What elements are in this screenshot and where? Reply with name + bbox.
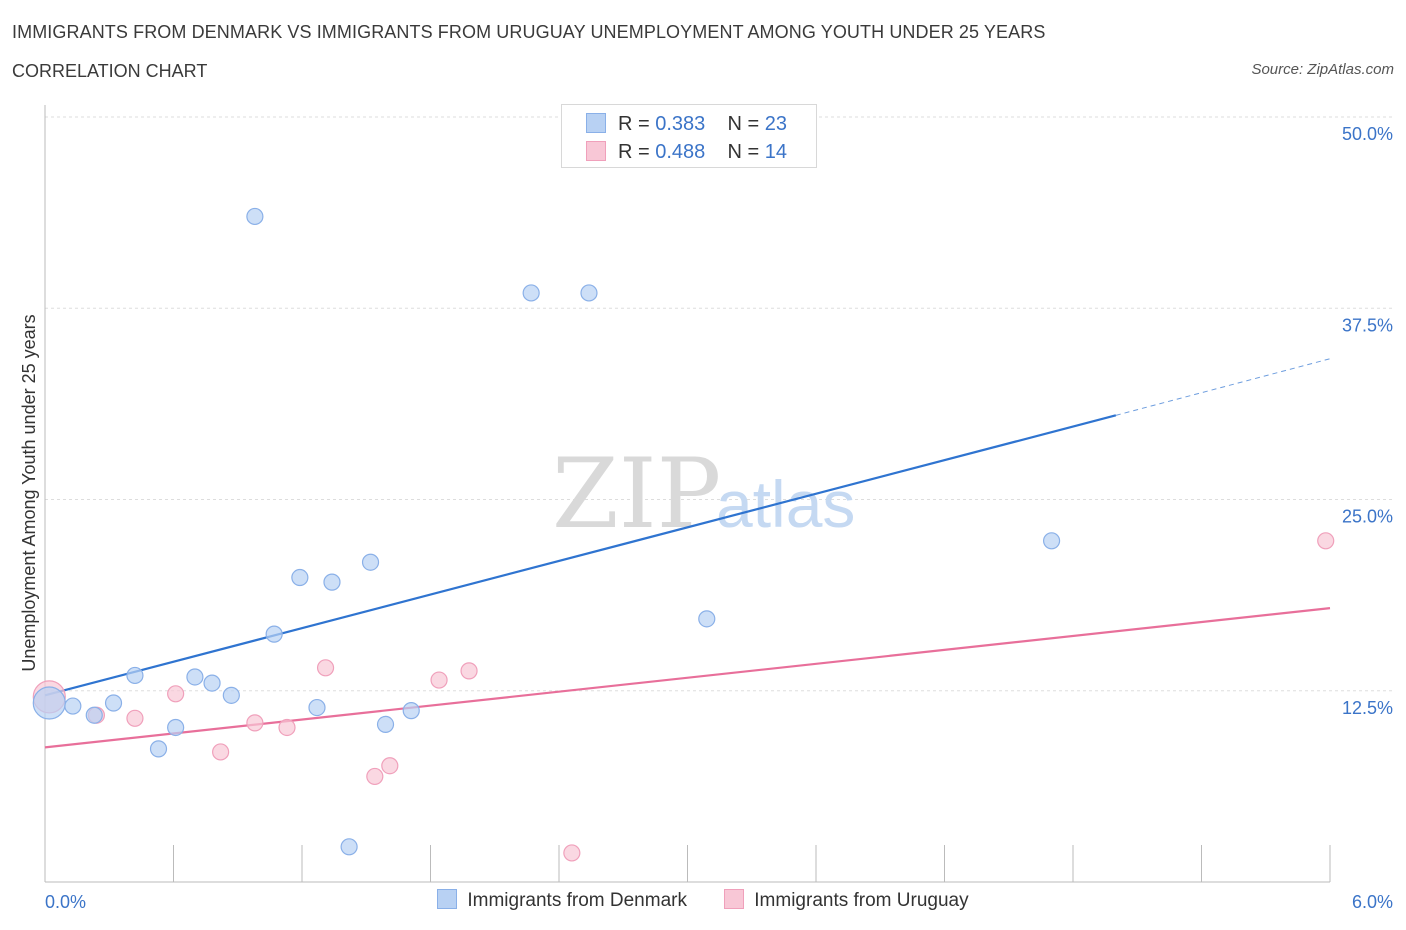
point-denmark [104,694,123,712]
watermark-zip: ZIP [552,438,721,550]
point-uruguay [278,718,296,737]
point-denmark [203,674,221,692]
legend-item-denmark[interactable]: Immigrants from Denmark [437,889,687,912]
point-denmark [580,284,598,302]
point-denmark [698,610,716,628]
y-tick-label: 37.5% [1342,315,1393,335]
point-denmark [291,568,309,587]
point-denmark [186,668,204,686]
trendline-extension-denmark [1115,358,1331,416]
source-credit: Source: ZipAtlas.com [1251,61,1394,78]
legend-r-label: R = [618,113,650,135]
legend-n-value-uruguay: 14 [764,141,788,163]
point-uruguay [366,767,384,786]
point-denmark [167,718,185,737]
legend-swatch-uruguay [586,141,606,161]
point-uruguay [316,659,335,677]
legend-item-uruguay[interactable]: Immigrants from Uruguay [724,889,969,912]
point-denmark [85,706,103,724]
point-denmark [340,838,358,856]
legend-r-value-uruguay: 0.488 [655,141,706,163]
axes-layer [44,105,1331,883]
point-uruguay [430,671,448,689]
legend-n-value-denmark: 23 [764,113,788,135]
legend-label-uruguay: Immigrants from Uruguay [754,890,969,911]
point-denmark [402,702,420,720]
watermark: ZIP atlas [552,438,855,550]
y-tick-label: 12.5% [1342,698,1393,718]
legend-n-label: N = [727,141,760,163]
point-uruguay [246,714,264,732]
legend-r-value-denmark: 0.383 [655,113,706,135]
y-tick-label: 50.0% [1342,124,1393,144]
correlation-legend: R = 0.383 N = 23 R = 0.488 N = 14 [561,104,817,168]
chart-subtitle: CORRELATION CHART [12,61,208,81]
legend-row-denmark: R = 0.383 N = 23 [586,113,787,135]
legend-n-label: N = [727,113,760,135]
point-uruguay [460,662,478,680]
trendline-uruguay [44,607,1331,749]
point-uruguay [212,743,230,761]
point-denmark [522,284,540,302]
watermark-atlas: atlas [716,467,855,541]
legend-swatch-denmark [586,113,606,133]
point-uruguay [126,709,144,727]
legend-label-denmark: Immigrants from Denmark [467,890,687,911]
point-denmark [361,553,380,571]
point-denmark [376,715,395,734]
point-denmark [1042,532,1061,550]
grid-layer [45,116,1395,692]
y-tick-label: 25.0% [1342,507,1393,527]
point-denmark [149,740,168,758]
trendline-denmark [44,414,1117,697]
point-denmark [32,686,66,720]
point-uruguay [381,757,399,775]
x-tick-label: 6.0% [1352,892,1393,912]
point-uruguay [563,844,581,862]
point-uruguay [167,685,185,703]
points-layer [32,207,1335,862]
series-legend: Immigrants from Denmark Immigrants from … [0,889,1406,912]
y-axis-label: Unemployment Among Youth under 25 years [19,314,39,671]
labels-layer: 12.5% 25.0% 37.5% 50.0% 0.0% 6.0% [45,124,1393,912]
point-denmark [323,573,341,591]
chart-title: IMMIGRANTS FROM DENMARK VS IMMIGRANTS FR… [12,22,1046,42]
point-denmark [308,698,326,717]
legend-r-label: R = [618,141,650,163]
legend-swatch-uruguay [724,889,745,909]
point-denmark [246,207,264,226]
legend-row-uruguay: R = 0.488 N = 14 [586,141,787,163]
point-uruguay [1317,532,1335,550]
point-denmark [265,625,283,643]
point-denmark [64,697,82,715]
trend-layer [44,358,1331,749]
x-tick-label: 0.0% [45,892,86,912]
point-denmark [126,666,144,685]
point-denmark [222,686,240,704]
legend-swatch-denmark [437,889,458,909]
